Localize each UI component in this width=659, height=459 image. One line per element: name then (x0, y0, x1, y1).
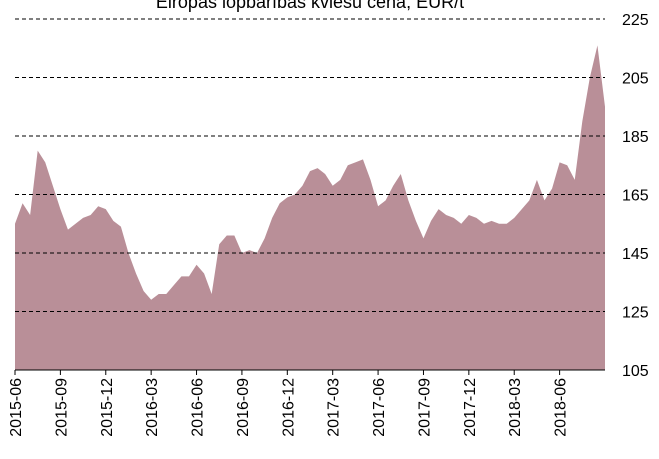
x-tick-label: 2017-03 (326, 378, 343, 437)
x-tick-label: 2016-09 (235, 378, 252, 437)
x-tick-label: 2015-06 (8, 378, 25, 437)
y-tick-label: 205 (622, 71, 649, 88)
x-tick-label: 2015-09 (53, 378, 70, 437)
y-tick-label: 185 (622, 129, 649, 146)
chart-title: Eiropas lopbarības kviešu cena, EUR/t (156, 0, 464, 12)
x-tick-label: 2017-12 (462, 378, 479, 437)
area (15, 45, 605, 370)
y-tick-label: 125 (622, 305, 649, 322)
x-tick-label: 2018-06 (553, 378, 570, 437)
y-tick-label: 105 (622, 363, 649, 380)
y-tick-label: 145 (622, 246, 649, 263)
x-tick-label: 2018-03 (507, 378, 524, 437)
x-tick-label: 2016-06 (190, 378, 207, 437)
x-tick-label: 2017-09 (416, 378, 433, 437)
y-tick-label: 225 (622, 12, 649, 29)
x-tick-label: 2016-12 (280, 378, 297, 437)
x-tick-label: 2017-06 (371, 378, 388, 437)
x-tick-label: 2016-03 (144, 378, 161, 437)
y-tick-label: 165 (622, 188, 649, 205)
x-tick-label: 2015-12 (99, 378, 116, 437)
